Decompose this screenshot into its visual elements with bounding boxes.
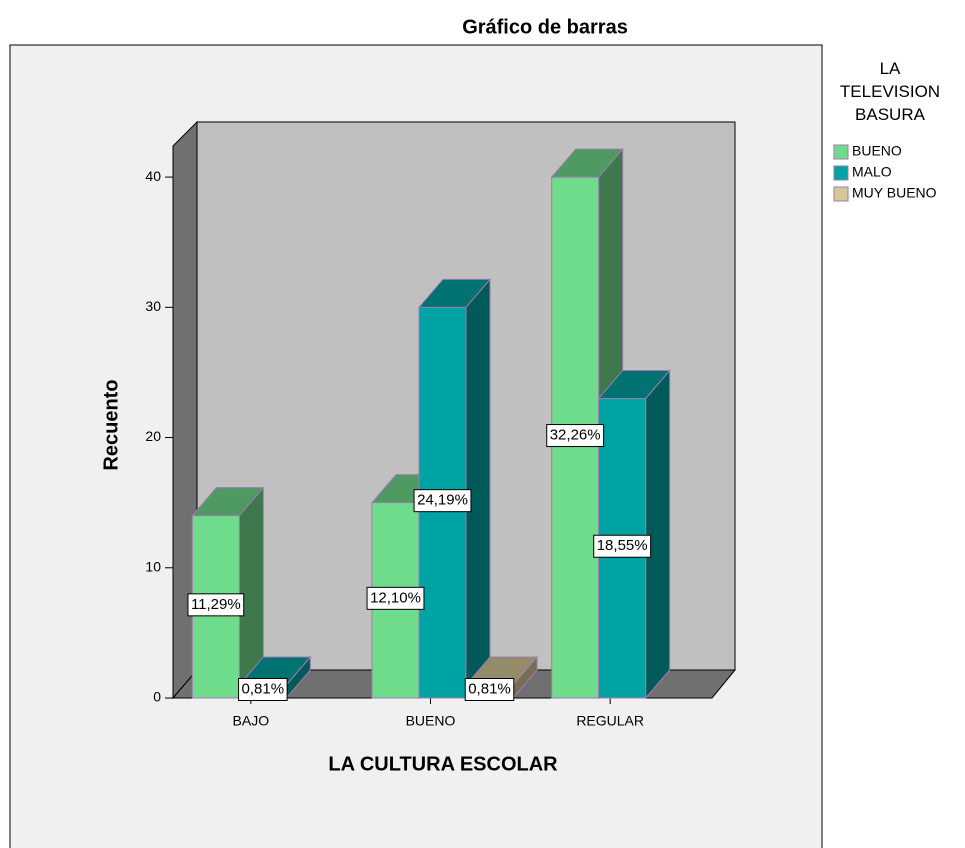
y-tick-label: 10	[145, 558, 161, 574]
value-label: 11,29%	[191, 596, 241, 613]
legend-label: MALO	[852, 164, 892, 180]
x-tick-label: BAJO	[233, 713, 270, 729]
y-axis-label: Recuento	[100, 379, 122, 470]
y-tick-label: 20	[145, 428, 161, 444]
legend-label: BUENO	[852, 143, 902, 159]
value-label-box	[238, 677, 288, 701]
value-label: 12,10%	[370, 589, 421, 606]
value-label: 18,55%	[597, 537, 648, 554]
bar	[191, 486, 265, 700]
y-tick-label: 40	[145, 168, 161, 184]
value-label: 32,26%	[550, 427, 601, 444]
value-label-box	[546, 424, 605, 448]
value-label: 24,19%	[417, 492, 468, 509]
value-label-box	[413, 489, 472, 513]
y-tick-label: 0	[153, 689, 161, 705]
legend-swatch	[833, 186, 849, 202]
value-label-box	[366, 586, 425, 610]
legend-swatch	[833, 144, 849, 160]
bar	[597, 369, 671, 700]
value-label-box	[593, 534, 652, 558]
value-label-box	[464, 677, 515, 701]
legend-title: LA TELEVISION BASURA	[840, 59, 940, 124]
x-tick-label: REGULAR	[576, 713, 644, 729]
value-label-box	[187, 593, 245, 617]
legend-swatch	[833, 165, 849, 181]
x-axis-label: LA CULTURA ESCOLAR	[328, 753, 558, 775]
bar-face	[645, 369, 671, 700]
x-tick-label: BUENO	[406, 713, 456, 729]
legend-label: MUY BUENO	[852, 185, 937, 201]
bar	[417, 277, 492, 700]
value-label: 0,81%	[468, 680, 511, 697]
value-label: 0,81%	[242, 680, 285, 697]
chart-title: Gráfico de barras	[462, 16, 628, 38]
y-tick-label: 30	[145, 298, 161, 314]
bar-face	[465, 277, 491, 700]
